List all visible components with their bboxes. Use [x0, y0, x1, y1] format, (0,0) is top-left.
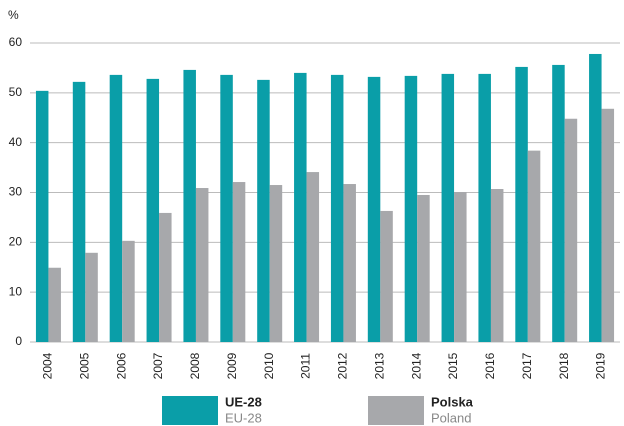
- bar: [552, 64, 565, 342]
- bar: [343, 184, 356, 342]
- x-tick-label: 2014: [409, 352, 423, 379]
- x-tick-label: 2017: [520, 352, 534, 379]
- bar: [159, 212, 172, 342]
- y-axis-label: %: [8, 8, 19, 22]
- bar: [72, 81, 86, 343]
- x-tick-label: 2018: [557, 352, 571, 379]
- bar: [380, 210, 393, 342]
- bar: [564, 118, 578, 342]
- bar: [404, 75, 418, 342]
- x-tick-label: 2011: [299, 353, 313, 379]
- y-tick-label: 10: [9, 284, 23, 298]
- x-tick-label: 2005: [77, 352, 91, 379]
- bar: [454, 192, 467, 342]
- bar: [367, 76, 381, 343]
- bar: [195, 188, 209, 342]
- bar: [478, 73, 491, 342]
- bar: [589, 53, 602, 343]
- x-tick-label: 2004: [41, 352, 55, 379]
- legend-label: UE-28: [225, 394, 262, 409]
- y-tick-label: 20: [9, 235, 23, 249]
- bar: [294, 72, 307, 343]
- bar: [306, 172, 320, 342]
- bar: [601, 108, 615, 342]
- legend-swatch: [162, 396, 218, 425]
- y-tick-label: 50: [9, 85, 23, 99]
- bar: [85, 252, 98, 342]
- y-tick-label: 30: [9, 185, 23, 199]
- y-tick-label: 60: [9, 35, 23, 49]
- legend-swatch: [368, 396, 424, 425]
- x-tick-label: 2015: [446, 352, 460, 379]
- x-tick-label: 2009: [225, 352, 239, 379]
- y-tick-label: 40: [9, 135, 23, 149]
- legend-label-en: Poland: [431, 410, 471, 425]
- x-tick-label: 2006: [114, 352, 128, 379]
- bar: [417, 194, 430, 342]
- bar: [490, 189, 504, 342]
- x-tick-label: 2012: [336, 352, 350, 379]
- bar: [441, 73, 455, 342]
- bar: [146, 78, 160, 342]
- x-tick-label: 2013: [372, 352, 386, 379]
- bar: [257, 79, 270, 343]
- legend-label-en: EU-28: [225, 410, 262, 425]
- x-tick-label: 2007: [151, 352, 165, 379]
- bar: [232, 182, 246, 342]
- bar: [122, 240, 135, 342]
- bar: [330, 74, 344, 342]
- legend-label: Polska: [431, 394, 474, 409]
- x-tick-label: 2016: [483, 352, 497, 379]
- x-tick-label: 2008: [188, 352, 202, 379]
- bar: [183, 69, 196, 342]
- bar: [109, 74, 123, 342]
- bar: [220, 74, 233, 342]
- y-tick-label: 0: [15, 334, 22, 348]
- x-tick-label: 2010: [262, 352, 276, 379]
- bar: [527, 150, 541, 342]
- bar: [515, 66, 528, 343]
- bar: [269, 185, 283, 342]
- bar: [48, 267, 61, 342]
- bar: [35, 90, 49, 342]
- x-tick-label: 2019: [594, 352, 608, 379]
